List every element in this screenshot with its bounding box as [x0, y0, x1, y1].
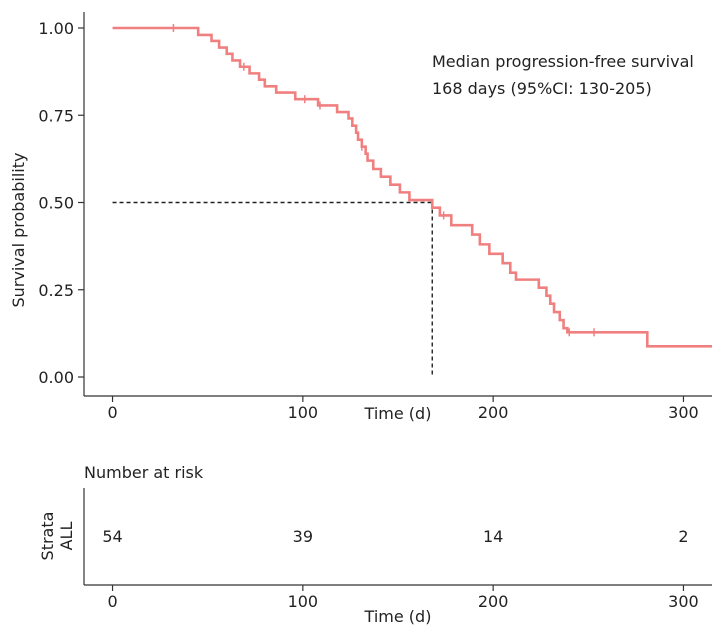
risk-x-tick-label: 0: [107, 592, 117, 611]
risk-table-title: Number at risk: [84, 463, 204, 482]
survival-plot: 0.00 0.25 0.50 0.75 1.00 0 100 200 300 Time (d)…: [9, 12, 712, 423]
risk-count: 2: [678, 527, 688, 546]
median-annotation-line-2: 168 days (95%CI: 130-205): [432, 79, 652, 98]
y-tick-label: 0.00: [38, 368, 74, 387]
y-axis-title: Survival probability: [9, 153, 28, 308]
y-tick-label: 0.25: [38, 281, 74, 300]
risk-count: 54: [102, 527, 122, 546]
y-tick-label: 0.50: [38, 194, 74, 213]
median-annotation-line-1: Median progression-free survival: [432, 52, 694, 71]
x-tick-label: 0: [107, 403, 117, 422]
x-axis-ticks: 0 100 200 300: [107, 396, 699, 422]
plot-marks: [112, 24, 712, 377]
x-axis-title: Time (d): [364, 404, 432, 423]
x-tick-label: 300: [668, 403, 699, 422]
risk-counts: 54 39 14 2: [102, 527, 688, 546]
x-tick-label: 100: [288, 403, 319, 422]
risk-x-axis-title: Time (d): [364, 607, 432, 626]
y-axis-ticks: 0.00 0.25 0.50 0.75 1.00: [38, 19, 84, 387]
number-at-risk-table: Number at risk Strata ALL 54 39 14 2 0 100 20…: [38, 463, 712, 626]
x-tick-label: 200: [478, 403, 509, 422]
risk-count: 39: [293, 527, 313, 546]
risk-x-tick-label: 100: [288, 592, 319, 611]
y-tick-label: 1.00: [38, 19, 74, 38]
y-tick-label: 0.75: [38, 106, 74, 125]
risk-count: 14: [483, 527, 503, 546]
survival-curve: [112, 26, 712, 348]
risk-x-axis-ticks: 0 100 200 300: [107, 585, 699, 611]
risk-strata-label: ALL: [57, 522, 76, 551]
risk-x-tick-label: 300: [668, 592, 699, 611]
risk-strata-title: Strata: [38, 512, 57, 561]
risk-x-tick-label: 200: [478, 592, 509, 611]
